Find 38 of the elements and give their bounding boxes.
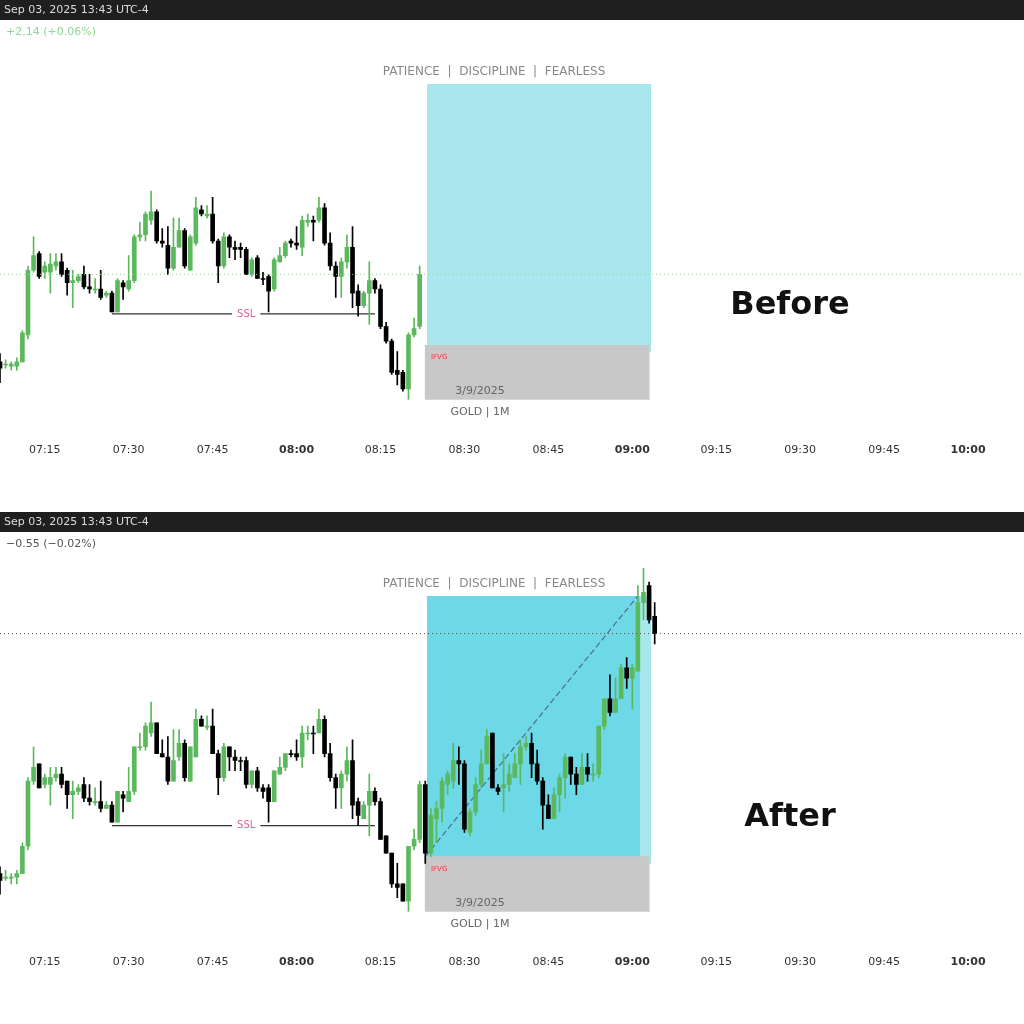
x-tick-label: 08:15 [364,955,397,969]
x-tick-label: 08:30 [448,443,481,457]
x-tick-label: 09:45 [868,443,900,457]
annotation: SSL [237,307,256,319]
annotation: 3/9/2025 [455,383,505,397]
x-tick-label: 09:15 [700,443,733,457]
x-tick-label: 08:15 [364,443,397,457]
x-tick-label: 08:00 [279,955,315,969]
x-tick-label: 08:00 [279,443,315,457]
header-strip: Sep 03, 2025 13:43 UTC-4 [0,512,1024,532]
annotation: After [744,796,836,835]
x-tick-label: 09:45 [868,955,900,969]
x-tick-label: 07:15 [28,443,61,457]
x-tick-label: 08:45 [532,443,565,457]
x-tick-label: 10:00 [950,955,986,969]
x-tick-label: 07:45 [196,955,229,969]
x-tick-label: 09:30 [784,443,817,457]
x-tick-label: 08:30 [448,955,481,969]
annotation: SSL [237,819,256,831]
x-tick-label: 07:30 [112,955,145,969]
text: GOLD | 1M [450,916,510,930]
header-strip: Sep 03, 2025 13:43 UTC-4 [0,0,1024,20]
chart-subtitle: PATIENCE | DISCIPLINE | FEARLESS [382,64,606,79]
x-tick-label: 09:00 [614,955,651,969]
x-tick-label: 10:00 [950,443,986,457]
x-tick-label: 07:15 [28,955,61,969]
x-tick-label: 09:00 [614,443,651,457]
x-tick-label: 09:15 [700,955,733,969]
x-tick-label: 09:30 [784,955,817,969]
text: −0.55 (−0.02%) [6,536,96,550]
text: PATIENCE | DISCIPLINE | FEARLESS [382,576,606,591]
x-tick-label: 08:45 [532,955,565,969]
annotation: 3/9/2025 [455,895,505,909]
text: GOLD | 1M [450,404,510,418]
x-tick-label: 07:30 [112,443,145,457]
x-tick-label: 07:45 [196,443,229,457]
annotation: Before [730,284,850,323]
text: +2.14 (+0.06%) [6,24,96,38]
